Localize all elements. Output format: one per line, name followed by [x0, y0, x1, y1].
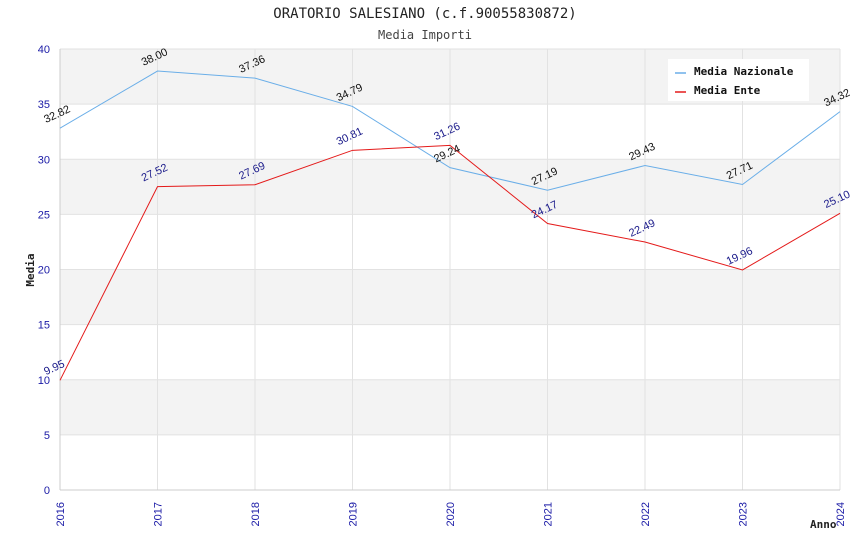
series-line-media-nazionale	[59, 70, 841, 191]
legend-label-media-nazionale: Media Nazionale	[694, 65, 794, 78]
x-tick-label: 2022	[640, 502, 652, 526]
y-tick-label: 20	[38, 265, 50, 277]
x-tick-label: 2024	[835, 502, 847, 526]
x-tick-label: 2019	[348, 502, 360, 526]
x-tick-label: 2017	[153, 502, 165, 526]
y-axis-label: Media	[24, 253, 37, 286]
legend-box	[668, 59, 809, 101]
y-tick-label: 5	[44, 430, 50, 442]
y-tick-label: 15	[38, 320, 50, 332]
series-line-media-ente	[59, 144, 841, 381]
chart-title: ORATORIO SALESIANO (c.f.90055830872)	[273, 6, 576, 22]
x-tick-label: 2018	[250, 502, 262, 526]
x-tick-labels: 2016 2017 2018 2019 2020 2021 2022 2023 2024	[55, 502, 847, 526]
y-tick-label: 10	[38, 375, 50, 387]
x-axis-label: Anno	[810, 518, 837, 531]
x-tick-label: 2021	[543, 502, 555, 526]
x-tick-label: 2020	[445, 502, 457, 526]
y-tick-label: 30	[38, 154, 50, 166]
x-tick-label: 2023	[738, 502, 750, 526]
x-tick-label: 2016	[55, 502, 67, 526]
y-tick-label: 25	[38, 209, 50, 221]
chart-subtitle: Media Importi	[378, 28, 472, 42]
y-tick-label: 0	[44, 485, 50, 497]
legend: Media Nazionale Media Ente	[668, 59, 809, 101]
legend-label-media-ente: Media Ente	[694, 84, 761, 97]
y-tick-labels: 0 5 10 15 20 25 30 35 40	[38, 44, 50, 497]
y-tick-label: 35	[38, 99, 50, 111]
y-tick-label: 40	[38, 44, 50, 56]
series-lines	[59, 70, 841, 381]
